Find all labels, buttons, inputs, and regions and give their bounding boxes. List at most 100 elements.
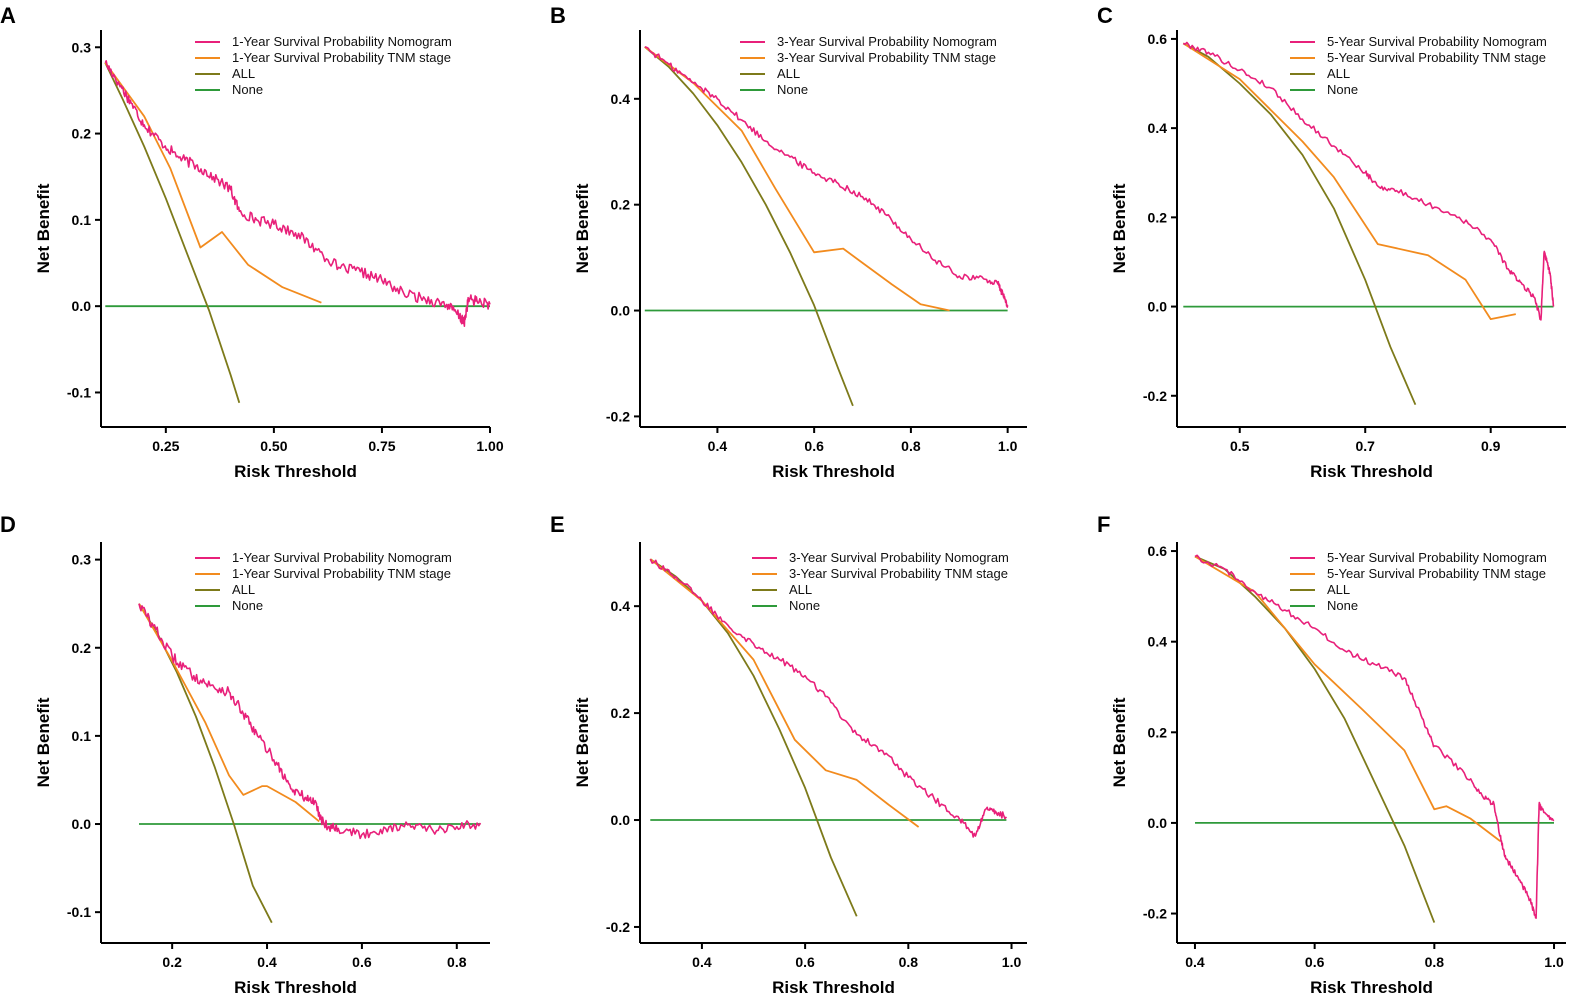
series-line-tnm [644,46,950,312]
y-tick-label: -0.1 [67,904,91,920]
y-tick-label: 0.6 [1148,543,1168,559]
legend-label-nomogram: 5-Year Survival Probability Nomogram [1327,550,1547,565]
series-line-nomogram [104,59,491,328]
legend-label-nomogram: 5-Year Survival Probability Nomogram [1327,34,1547,49]
x-tick-label: 1.0 [1002,954,1022,970]
series-line-nomogram [138,603,482,840]
x-axis-title: Risk Threshold [234,978,357,995]
legend-label-none: None [777,82,808,97]
y-tick-label: 0.6 [1148,31,1168,47]
y-tick-label: 0.0 [611,303,631,319]
x-tick-label: 0.4 [708,438,728,454]
x-tick-label: 0.8 [447,954,467,970]
y-tick-label: 0.3 [72,552,92,568]
y-tick-label: 0.2 [72,126,92,142]
series-line-all [649,558,858,917]
x-tick-label: 0.50 [260,438,287,454]
panel-C: C -0.2 0.0 0.2 0.4 0.6 0.5 0.7 0.9 Risk Threshold… [1097,3,1566,481]
panel-letter: E [550,512,565,537]
legend: 3-Year Survival Probability Nomogram3-Ye… [740,34,997,97]
panel-B: B -0.2 0.0 0.2 0.4 0.4 0.6 0.8 1.0 Risk Threshold… [550,3,1027,481]
x-tick-label: 1.0 [1544,954,1564,970]
y-tick-label: 0.4 [611,598,631,614]
y-tick-label: -0.1 [67,384,91,400]
x-tick-label: 0.6 [804,438,824,454]
y-tick-label: 0.2 [611,197,631,213]
series-line-tnm [1194,555,1501,842]
legend-label-all: ALL [789,582,812,597]
legend-label-none: None [789,598,820,613]
legend: 5-Year Survival Probability Nomogram5-Ye… [1290,34,1547,97]
x-tick-label: 0.2 [162,954,182,970]
x-tick-label: 0.8 [1425,954,1445,970]
legend-label-nomogram: 3-Year Survival Probability Nomogram [777,34,997,49]
y-axis-title: Net Benefit [1110,183,1129,273]
panel-E: E -0.2 0.0 0.2 0.4 0.4 0.6 0.8 1.0 Risk Threshold… [550,512,1027,995]
legend-label-nomogram: 1-Year Survival Probability Nomogram [232,550,452,565]
x-axis-title: Risk Threshold [772,462,895,481]
series-line-nomogram [1194,554,1555,919]
legend-label-none: None [1327,82,1358,97]
x-tick-label: 0.4 [257,954,277,970]
y-tick-label: 0.0 [1148,815,1168,831]
x-tick-label: 0.6 [352,954,372,970]
series-line-nomogram [644,46,1009,308]
x-tick-label: 0.8 [901,438,921,454]
x-axis-title: Risk Threshold [772,978,895,995]
panel-letter: C [1097,3,1113,28]
y-axis-title: Net Benefit [573,183,592,273]
y-tick-label: 0.4 [1148,120,1168,136]
y-tick-label: 0.4 [611,91,631,107]
panel-letter: D [0,512,16,537]
y-tick-label: 0.3 [72,39,92,55]
legend: 5-Year Survival Probability Nomogram5-Ye… [1290,550,1547,613]
panel-D: D -0.1 0.0 0.1 0.2 0.3 0.2 0.4 0.6 0.8 Risk Thresh… [0,512,490,995]
y-tick-label: 0.2 [611,705,631,721]
series-line-all [644,46,854,407]
panel-letter: A [0,3,16,28]
x-tick-label: 1.00 [476,438,503,454]
legend-label-none: None [232,598,263,613]
legend-label-tnm: 3-Year Survival Probability TNM stage [789,566,1008,581]
x-axis-title: Risk Threshold [1310,978,1433,995]
legend-label-all: ALL [1327,582,1350,597]
series-line-tnm [138,603,320,823]
legend-label-all: ALL [232,582,255,597]
x-tick-label: 0.4 [692,954,712,970]
panel-letter: F [1097,512,1110,537]
y-tick-label: 0.1 [72,728,92,744]
legend-label-all: ALL [1327,66,1350,81]
y-tick-label: 0.2 [72,640,92,656]
x-tick-label: 0.5 [1230,438,1250,454]
y-tick-label: 0.0 [72,298,92,314]
panel-letter: B [550,3,566,28]
legend-label-tnm: 5-Year Survival Probability TNM stage [1327,566,1546,581]
series-line-all [1194,555,1436,923]
x-tick-label: 0.6 [795,954,815,970]
series-line-all [104,62,241,404]
legend-label-all: ALL [777,66,800,81]
series-line-all [1182,42,1417,406]
legend-label-none: None [1327,598,1358,613]
legend-label-none: None [232,82,263,97]
legend-label-all: ALL [232,66,255,81]
y-tick-label: 0.0 [1148,299,1168,315]
panel-A: A -0.1 0.0 0.1 0.2 0.3 0.25 0.50 0.75 1.00 Risk Th… [0,3,504,481]
legend-label-tnm: 3-Year Survival Probability TNM stage [777,50,996,65]
legend: 3-Year Survival Probability Nomogram3-Ye… [752,550,1009,613]
legend-label-tnm: 5-Year Survival Probability TNM stage [1327,50,1546,65]
y-tick-label: 0.0 [611,812,631,828]
y-tick-label: -0.2 [606,408,630,424]
series-line-tnm [649,558,920,828]
legend: 1-Year Survival Probability Nomogram1-Ye… [195,550,452,613]
y-tick-label: 0.1 [72,212,92,228]
y-tick-label: 0.4 [1148,634,1168,650]
y-tick-label: 0.2 [1148,724,1168,740]
legend-label-tnm: 1-Year Survival Probability TNM stage [232,566,451,581]
y-tick-label: -0.2 [1143,388,1167,404]
series-line-nomogram [1182,41,1555,321]
series-line-all [138,603,273,924]
x-tick-label: 0.4 [1185,954,1205,970]
y-tick-label: 0.0 [72,816,92,832]
